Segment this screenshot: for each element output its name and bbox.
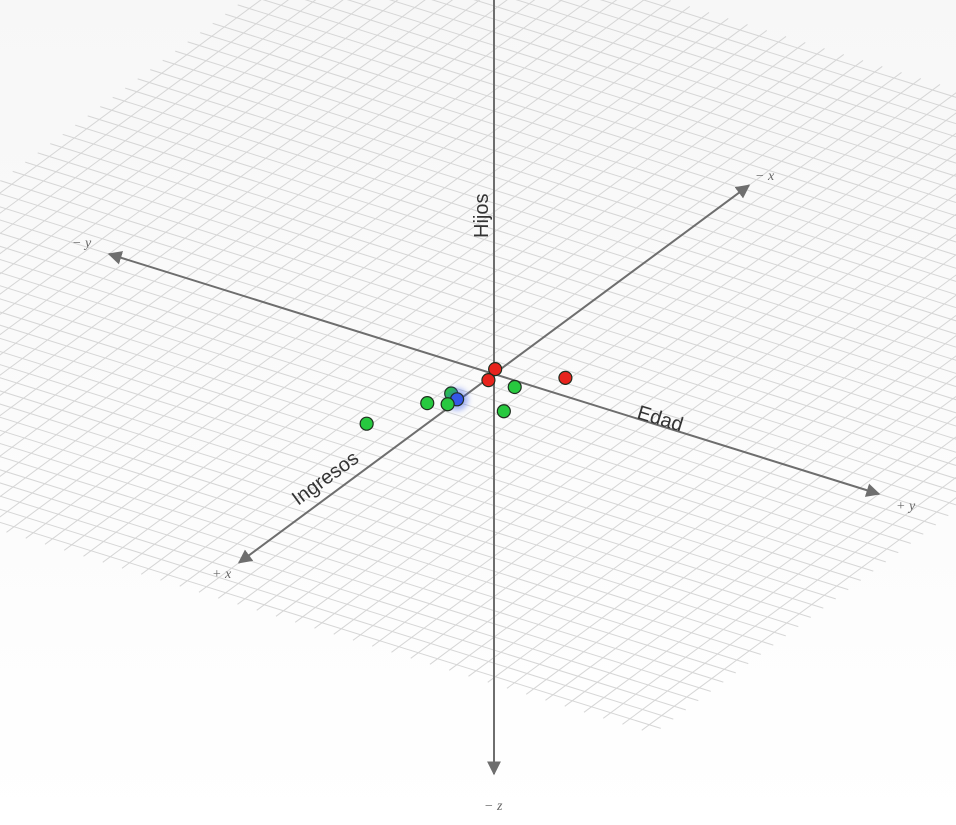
- grid-line: [0, 0, 536, 397]
- axis-end-pos-x: + x: [212, 567, 232, 582]
- grid-line: [0, 0, 372, 275]
- grid-line: [0, 0, 344, 255]
- data-points: [359, 362, 573, 431]
- axis-end-neg-y: − y: [72, 236, 92, 251]
- grid-line: [564, 416, 956, 707]
- grid-line: [641, 497, 956, 731]
- axis-end-neg-x: − x: [755, 169, 775, 184]
- grid-line: [0, 0, 426, 316]
- grid-line: [545, 395, 956, 701]
- grid-line: [622, 476, 956, 725]
- grid-line: [0, 0, 508, 376]
- data-point: [420, 396, 435, 411]
- grid-line: [0, 0, 399, 295]
- grid-line: [0, 0, 262, 194]
- grid-line: [0, 0, 481, 356]
- grid-line: [602, 456, 956, 719]
- data-point: [558, 370, 573, 385]
- axis-end-pos-y: + y: [896, 499, 916, 514]
- grid-line: [0, 0, 454, 336]
- data-point: [359, 416, 374, 431]
- grid-line: [583, 436, 956, 713]
- axis-label-z: Hijos: [471, 194, 493, 238]
- grid-line: [0, 0, 317, 235]
- grid-line: [0, 0, 289, 214]
- data-point: [496, 404, 511, 419]
- data-point: [507, 379, 522, 395]
- axis-end-neg-z: − z: [484, 799, 503, 814]
- data-point: [440, 397, 455, 412]
- data-point: [488, 362, 503, 377]
- data-point: [481, 373, 496, 388]
